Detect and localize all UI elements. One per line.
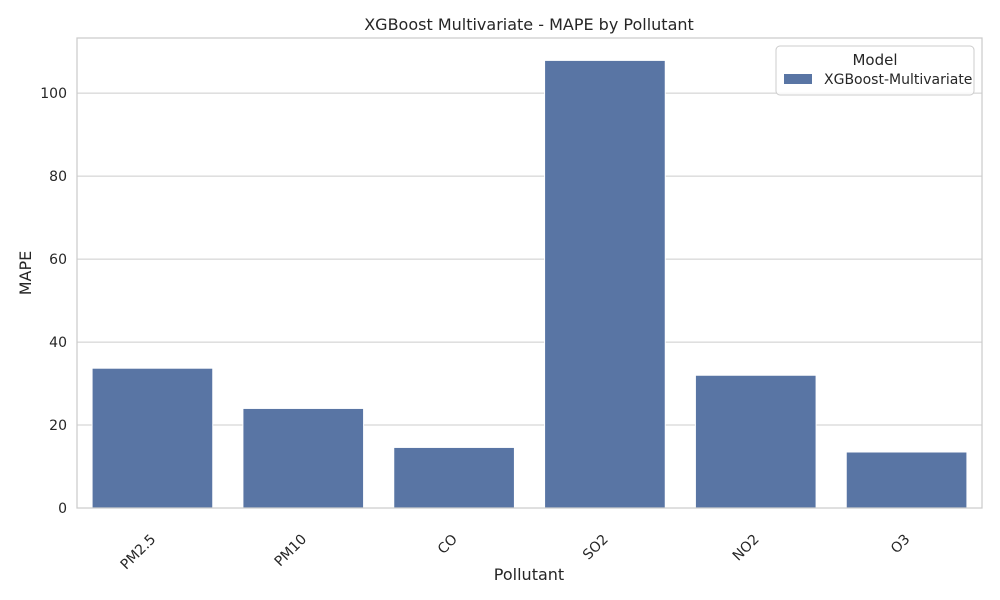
- x-tick-label: O3: [888, 532, 913, 557]
- legend-swatch: [784, 74, 812, 84]
- x-tick-label: CO: [435, 532, 461, 558]
- legend-label: XGBoost-Multivariate: [824, 72, 972, 88]
- y-tick-label: 40: [49, 335, 67, 351]
- bar-o3: [845, 451, 968, 509]
- legend: Model XGBoost-Multivariate: [775, 45, 975, 96]
- bars: [91, 59, 968, 509]
- bar-co: [393, 446, 515, 509]
- x-tick-label: PM10: [272, 532, 310, 570]
- y-tick-label: 100: [40, 86, 67, 102]
- y-tick-label: 60: [49, 252, 67, 268]
- bar-pm10: [242, 407, 365, 509]
- bar-pm25: [91, 367, 214, 509]
- bar-no2: [694, 374, 817, 509]
- y-axis-label: MAPE: [16, 251, 35, 296]
- chart-title: XGBoost Multivariate - MAPE by Pollutant: [364, 15, 694, 34]
- legend-box: [775, 45, 975, 96]
- y-tick-label: 20: [49, 418, 67, 434]
- legend-title: Model: [852, 51, 897, 69]
- x-axis-label: Pollutant: [494, 565, 564, 584]
- x-tick-label: NO2: [730, 532, 763, 565]
- y-tick-label: 80: [49, 169, 67, 185]
- bar-so2: [544, 59, 666, 509]
- x-tick-label: SO2: [580, 532, 612, 564]
- y-axis-ticks: 0 20 40 60 80 100: [40, 86, 67, 517]
- x-tick-label: PM2.5: [118, 532, 160, 574]
- plot-frame: [76, 37, 983, 509]
- y-tick-label: 0: [58, 501, 67, 517]
